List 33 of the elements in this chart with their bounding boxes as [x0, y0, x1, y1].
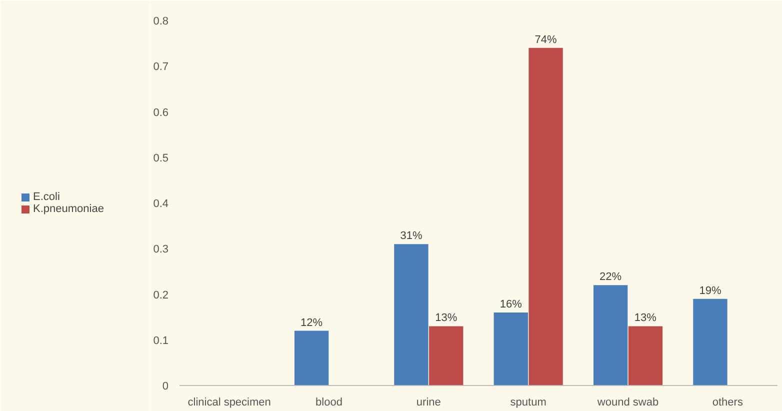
x-tick-label: wound swab: [596, 396, 659, 408]
x-tick-label: clinical specimen: [188, 396, 271, 408]
data-label: 16%: [500, 298, 522, 310]
data-label: 31%: [400, 230, 422, 242]
data-label: 19%: [699, 284, 722, 297]
y-tick-label: 0.1: [153, 334, 169, 347]
data-label: 22%: [600, 271, 622, 284]
y-tick-label: 0.3: [153, 244, 169, 256]
bar: [494, 312, 528, 386]
y-tick-label: 0: [162, 380, 169, 392]
x-tick-label: urine: [416, 396, 441, 408]
x-tick-label: sputum: [510, 396, 546, 408]
bar: [593, 285, 628, 386]
y-tick-label: 0.8: [153, 16, 169, 28]
bar: [294, 330, 329, 386]
y-tick-label: 0.2: [153, 289, 169, 302]
x-tick-label: blood: [316, 396, 342, 408]
data-label: 13%: [634, 312, 657, 324]
y-tick-label: 0.6: [153, 106, 169, 119]
bar: [429, 326, 464, 386]
legend-label: E.coli: [33, 191, 60, 203]
y-tick-label: 0.5: [153, 152, 169, 164]
data-label: 13%: [435, 312, 458, 324]
legend-label: K.pneumoniae: [33, 203, 104, 215]
x-tick-label: others: [712, 396, 744, 408]
y-tick-label: 0.4: [153, 198, 169, 210]
data-label: 74%: [534, 34, 557, 46]
bar: [628, 326, 663, 386]
bar: [528, 48, 563, 386]
y-tick-label: 0.7: [153, 61, 169, 74]
data-label: 12%: [300, 316, 323, 329]
bar: [394, 244, 428, 386]
bar: [693, 298, 728, 386]
